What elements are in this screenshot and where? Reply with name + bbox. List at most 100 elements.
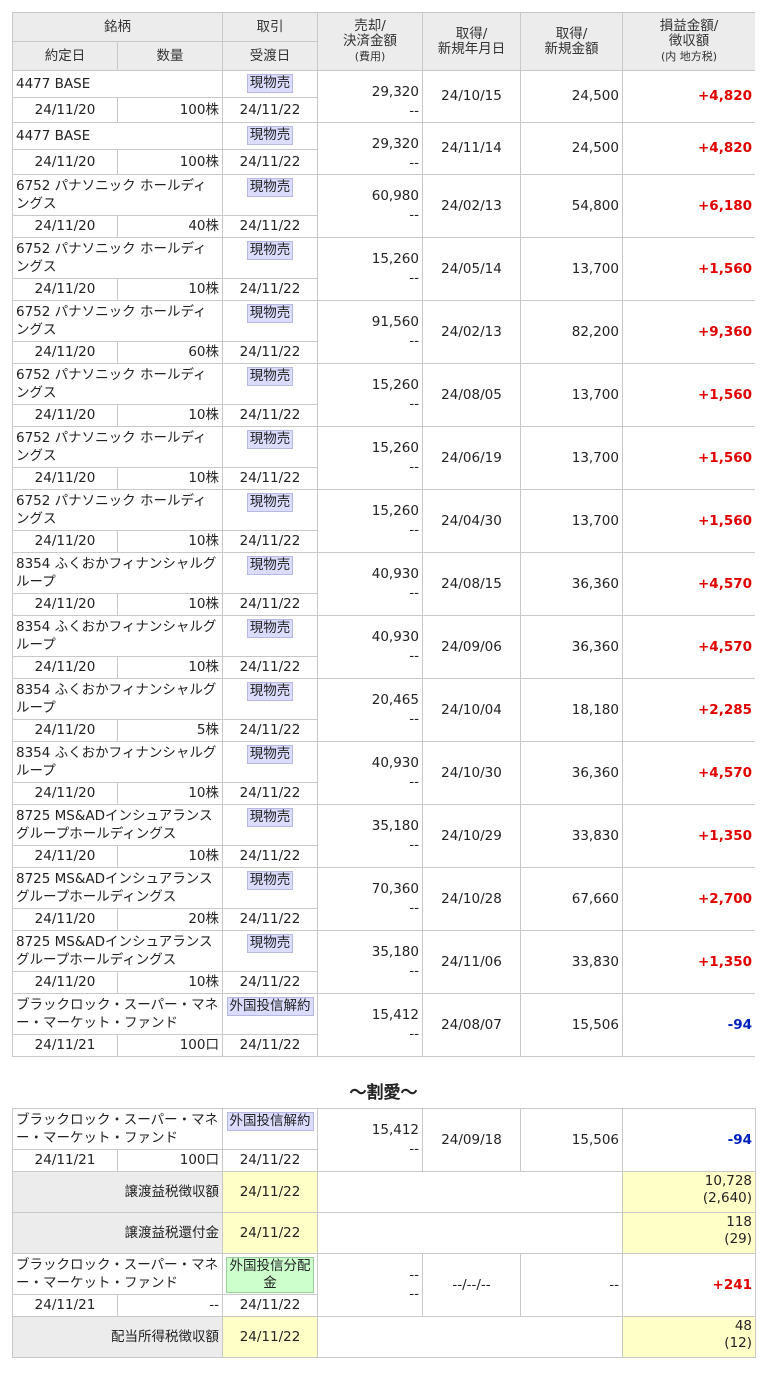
acquire-amount: 33,830 [520, 804, 623, 868]
trade-type: 現物売 [246, 430, 294, 449]
sale-cell: 29,320 -- [317, 70, 423, 123]
sale-amount: 29,320 [371, 136, 419, 152]
quantity: 100口 [117, 1034, 223, 1057]
header-line: 新規年月日 [437, 40, 506, 57]
sale-fee: -- [409, 270, 419, 286]
trade-date: 24/11/20 [12, 215, 118, 238]
header-cell: 受渡日 [222, 41, 318, 71]
quantity: 100株 [117, 97, 223, 123]
trade-date: 24/11/20 [12, 593, 118, 616]
security-name: 8725 MS&ADインシュアランスグループホールディングス [12, 930, 223, 972]
acquire-amount: 24,500 [520, 70, 623, 123]
trade-type: 外国投信解約 [226, 1112, 314, 1131]
settle-date: 24/11/22 [222, 845, 318, 868]
trade-type: 現物売 [246, 74, 294, 93]
acquire-amount: 54,800 [520, 174, 623, 238]
sale-cell: 20,465 -- [317, 678, 423, 742]
security-name: 8354 ふくおかフィナンシャルグループ [12, 552, 223, 594]
header-cell: 銘柄 [12, 12, 223, 42]
sale-cell: 15,260 -- [317, 426, 423, 490]
trade-date: 24/11/20 [12, 341, 118, 364]
trade-row-sub: 24/11/20 40株 24/11/22 [12, 215, 756, 238]
acquire-amount: -- [520, 1253, 624, 1317]
sale-amount: 15,412 [371, 1007, 419, 1023]
profit-loss: +6,180 [622, 174, 755, 238]
acquire-date: 24/06/19 [422, 426, 521, 490]
security-name: 6752 パナソニック ホールディングス [12, 237, 223, 279]
security-name: 6752 パナソニック ホールディングス [12, 426, 223, 468]
trade-type-cell: 現物売 [222, 174, 318, 216]
settle-date: 24/11/22 [222, 149, 318, 175]
sale-fee: -- [409, 900, 419, 916]
settle-date: 24/11/22 [222, 656, 318, 679]
header-line: 取得/ [555, 25, 588, 42]
trade-type: 現物売 [246, 241, 294, 260]
tax-cell: 48 (12) [622, 1316, 757, 1358]
header-line: 取得/ [455, 25, 488, 42]
sale-fee: -- [409, 207, 419, 223]
acquire-amount: 36,360 [520, 615, 623, 679]
profit-loss: +1,350 [622, 804, 755, 868]
profit-loss: +4,570 [622, 552, 755, 616]
acquire-date: 24/10/15 [422, 70, 521, 123]
trade-date: 24/11/21 [12, 1294, 118, 1317]
sale-amount: 40,930 [371, 755, 419, 771]
trade-row-sub: 24/11/20 10株 24/11/22 [12, 656, 756, 679]
trade-row-sub: 24/11/20 10株 24/11/22 [12, 593, 756, 616]
quantity: 10株 [117, 404, 223, 427]
profit-loss: +1,560 [622, 489, 755, 553]
trade-date: 24/11/20 [12, 908, 118, 931]
sale-amount: 15,260 [371, 440, 419, 456]
sale-amount: 91,560 [371, 314, 419, 330]
trade-row-sub: 24/11/21 100口 24/11/22 [12, 1034, 756, 1057]
security-name: 8725 MS&ADインシュアランスグループホールディングス [12, 804, 223, 846]
sale-amount: 60,980 [371, 188, 419, 204]
trade-date: 24/11/21 [12, 1149, 118, 1172]
sale-fee: -- [409, 648, 419, 664]
trade-row-sub: 24/11/20 10株 24/11/22 [12, 530, 756, 553]
sale-fee: -- [409, 103, 419, 119]
trade-type: 現物売 [246, 178, 294, 197]
settle-date: 24/11/22 [222, 719, 318, 742]
security-name: 6752 パナソニック ホールディングス [12, 489, 223, 531]
quantity: 5株 [117, 719, 223, 742]
acquire-date: --/--/-- [422, 1253, 522, 1317]
settle-date: 24/11/22 [222, 908, 318, 931]
sale-cell: 15,260 -- [317, 489, 423, 553]
settle-date: 24/11/22 [222, 1034, 318, 1057]
acquire-date: 24/05/14 [422, 237, 521, 301]
trade-row: 6752 パナソニック ホールディングス 現物売 15,260 -- 24/04/30 1… [12, 489, 755, 553]
acquire-amount: 15,506 [520, 1108, 624, 1172]
trade-date: 24/11/20 [12, 149, 118, 175]
trade-row-sub: 24/11/20 10株 24/11/22 [12, 782, 756, 805]
quantity: 20株 [117, 908, 223, 931]
trade-date: 24/11/20 [12, 719, 118, 742]
security-name: ブラックロック・スーパー・マネー・マーケット・ファンド [11, 1108, 224, 1150]
security-name: 4477 BASE [12, 69, 223, 99]
tax-amount: 48 [734, 1318, 753, 1334]
acquire-date: 24/08/07 [422, 993, 521, 1057]
sale-amount: 35,180 [371, 944, 419, 960]
empty-cell [317, 1212, 624, 1254]
trade-row: 8354 ふくおかフィナンシャルグループ 現物売 40,930 -- 24/10/30 3… [12, 741, 755, 805]
summary-row: 譲渡益税徴収額 24/11/22 10,728 (2,640) [11, 1171, 757, 1213]
sale-cell: 15,260 -- [317, 363, 423, 427]
trade-date: 24/11/20 [12, 278, 118, 301]
trade-type-cell: 現物売 [222, 121, 318, 151]
quantity: 100口 [116, 1149, 224, 1172]
trade-type-cell: 現物売 [222, 741, 318, 783]
sale-fee: -- [409, 711, 419, 727]
trade-type: 現物売 [246, 934, 294, 953]
trade-table: ブラックロック・スーパー・マネー・マーケット・ファンド 外国投信解約 15,412-… [11, 1108, 757, 1358]
trade-date: 24/11/20 [12, 530, 118, 553]
settle-date: 24/11/22 [222, 1212, 319, 1254]
trade-type-cell: 現物売 [222, 489, 318, 531]
profit-loss: +1,560 [622, 426, 755, 490]
quantity: 10株 [117, 656, 223, 679]
trade-type-cell: 外国投信解約 [222, 993, 318, 1035]
sale-cell: 60,980 -- [317, 174, 423, 238]
quantity: -- [116, 1294, 224, 1317]
header-line: 徴収額 [668, 33, 710, 49]
acquire-date: 24/08/05 [422, 363, 521, 427]
